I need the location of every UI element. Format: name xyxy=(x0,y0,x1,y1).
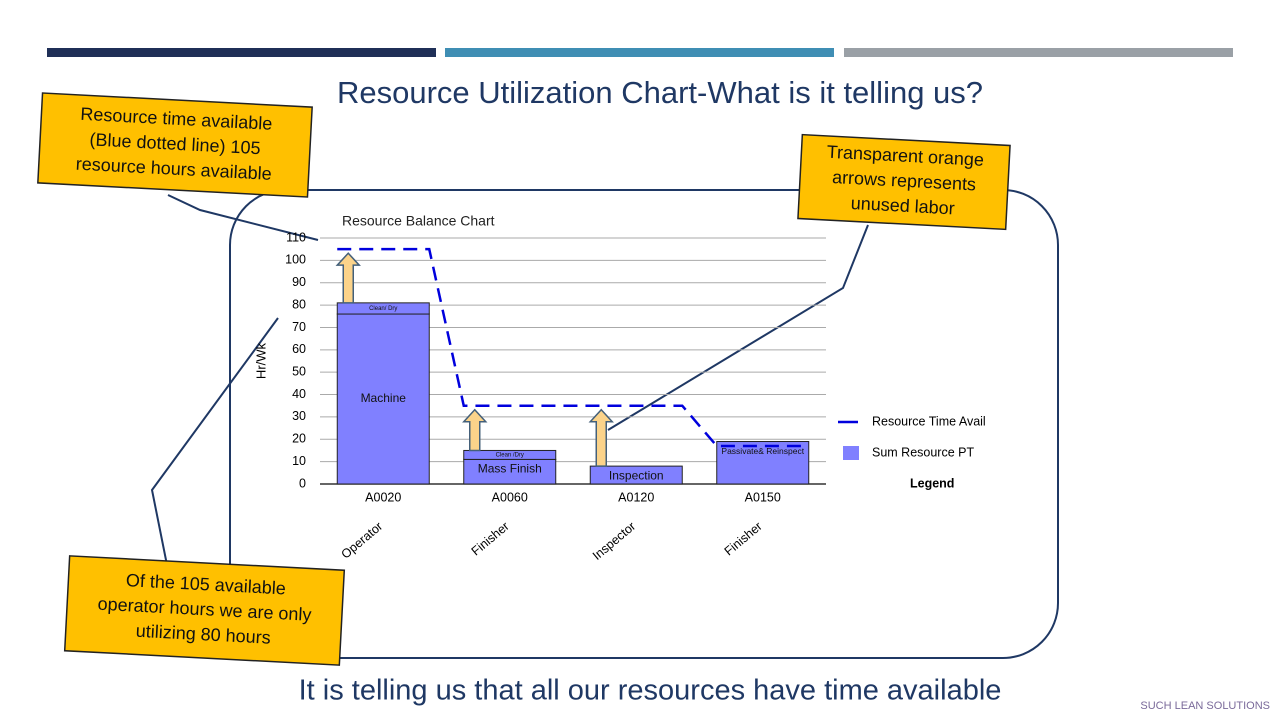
y-axis-label: Hr/Wk xyxy=(253,342,268,379)
unused-arrow xyxy=(588,408,614,467)
y-tick-label: 40 xyxy=(292,387,306,401)
legend-swatch xyxy=(843,446,859,460)
y-tick-label: 100 xyxy=(285,253,306,267)
callout-box xyxy=(37,92,313,198)
legend-label: Sum Resource PT xyxy=(872,445,974,459)
y-tick-label: 10 xyxy=(292,454,306,468)
callout-box xyxy=(63,555,346,666)
segment-label: Clean/ Dry xyxy=(369,306,397,312)
x-tick-label: A0120 xyxy=(618,490,654,504)
resource-line xyxy=(337,247,809,448)
y-tick-label: 80 xyxy=(292,297,306,311)
y-tick-label: 20 xyxy=(292,432,306,446)
callout-line xyxy=(167,194,319,241)
segment-label: Passivate& Reinspect xyxy=(721,446,804,456)
callout-line xyxy=(150,317,279,571)
callout-lines xyxy=(150,194,869,571)
unused-arrow xyxy=(462,408,488,452)
x-tick-label: A0150 xyxy=(745,490,781,504)
y-tick-label: 30 xyxy=(292,409,306,423)
callout-line xyxy=(607,224,869,431)
segment-label: Inspection xyxy=(609,468,664,482)
segment-label: Machine xyxy=(361,391,407,405)
y-tick-label: 0 xyxy=(299,476,306,490)
y-tick-label: 110 xyxy=(286,230,306,244)
header-bar xyxy=(445,48,834,57)
bar-segment xyxy=(336,302,430,315)
header-bar xyxy=(844,48,1233,57)
bar-segment xyxy=(463,449,557,460)
bar-segment xyxy=(716,441,810,485)
y-tick-label: 50 xyxy=(292,364,306,378)
y-tick-label: 90 xyxy=(292,275,306,289)
unused-arrow xyxy=(335,252,361,304)
y-tick-label: 70 xyxy=(292,320,306,334)
segment-label: Clean /Dry xyxy=(496,453,524,459)
logo: SUCH LEAN SOLUTIONS xyxy=(1140,700,1270,712)
bar-segment xyxy=(589,465,683,485)
legend-label: Resource Time Avail xyxy=(872,414,986,428)
chart-frame xyxy=(229,189,1059,659)
x-tick-label: A0060 xyxy=(492,490,528,504)
segment-label: Mass Finish xyxy=(478,462,542,476)
chart-title: Resource Balance Chart xyxy=(342,213,495,229)
callout-box xyxy=(797,133,1011,231)
x-tick-label: A0020 xyxy=(365,490,401,504)
footer-text: It is telling us that all our resources … xyxy=(299,675,1002,707)
bar-segment xyxy=(336,313,430,485)
slide-title: Resource Utilization Chart-What is it te… xyxy=(337,75,983,110)
callout: Resource time available(Blue dotted line… xyxy=(37,92,313,198)
legend-title: Legend xyxy=(910,476,954,490)
y-tick-label: 60 xyxy=(292,342,306,356)
header-bar xyxy=(47,48,436,57)
